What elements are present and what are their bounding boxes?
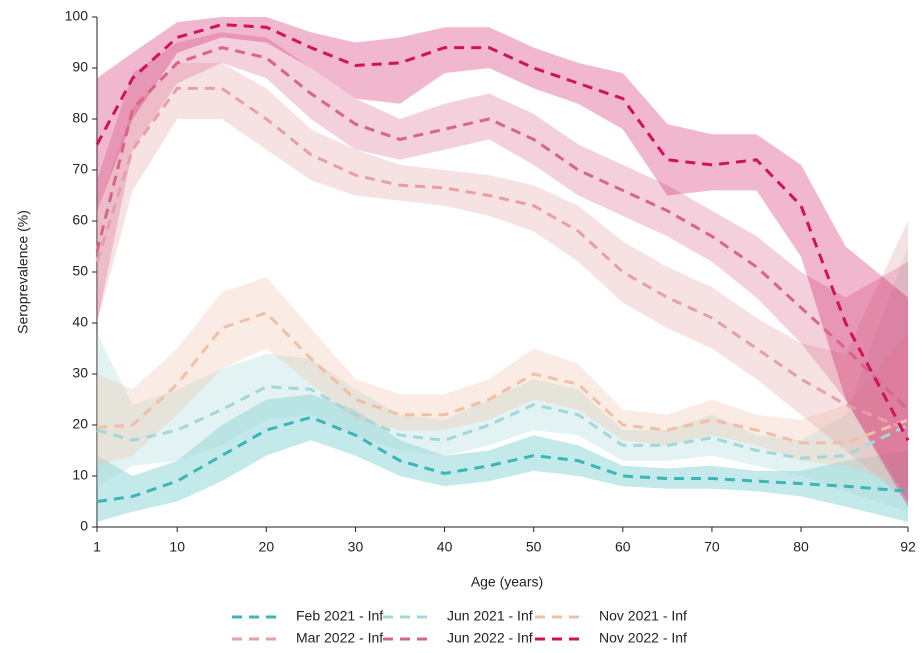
- confidence-band: [97, 17, 908, 507]
- x-tick-label: 92: [900, 539, 916, 555]
- legend-label: Mar 2022 - Inf: [296, 630, 383, 646]
- x-tick-label: 40: [437, 539, 453, 555]
- x-tick-label: 1: [93, 539, 101, 555]
- x-tick-label: 80: [793, 539, 809, 555]
- series-line: [96, 385, 909, 460]
- y-tick-label: 10: [72, 467, 88, 483]
- y-tick-label: 70: [72, 161, 88, 177]
- confidence-band: [97, 62, 908, 502]
- series-line: [95, 23, 910, 442]
- legend-label: Jun 2022 - Inf: [447, 630, 533, 646]
- legend-label: Nov 2022 - Inf: [599, 630, 687, 646]
- confidence-band: [97, 277, 908, 487]
- x-tick-label: 70: [704, 539, 720, 555]
- y-tick-label: 40: [72, 314, 88, 330]
- x-axis-title: Age (years): [471, 574, 543, 590]
- x-tick-label: 20: [259, 539, 275, 555]
- y-tick-label: 60: [72, 212, 88, 228]
- y-tick-label: 30: [72, 365, 88, 381]
- x-tick-label: 10: [169, 539, 185, 555]
- y-tick-label: 80: [72, 110, 88, 126]
- y-axis-title: Seroprevalence (%): [15, 210, 31, 334]
- series-line: [95, 86, 909, 432]
- legend-label: Jun 2021 - Inf: [447, 608, 533, 624]
- series-line: [95, 46, 910, 411]
- y-tick-label: 20: [72, 416, 88, 432]
- confidence-band: [97, 394, 908, 522]
- x-tick-label: 60: [615, 539, 631, 555]
- y-tick-label: 50: [72, 263, 88, 279]
- legend-label: Nov 2021 - Inf: [599, 608, 687, 624]
- y-tick-label: 0: [80, 518, 88, 534]
- confidence-band: [97, 246, 908, 512]
- y-tick-label: 90: [72, 59, 88, 75]
- legend-label: Feb 2021 - Inf: [296, 608, 383, 624]
- x-tick-label: 30: [348, 539, 364, 555]
- x-tick-label: 50: [526, 539, 542, 555]
- series-line: [96, 311, 909, 445]
- y-tick-label: 100: [65, 8, 89, 24]
